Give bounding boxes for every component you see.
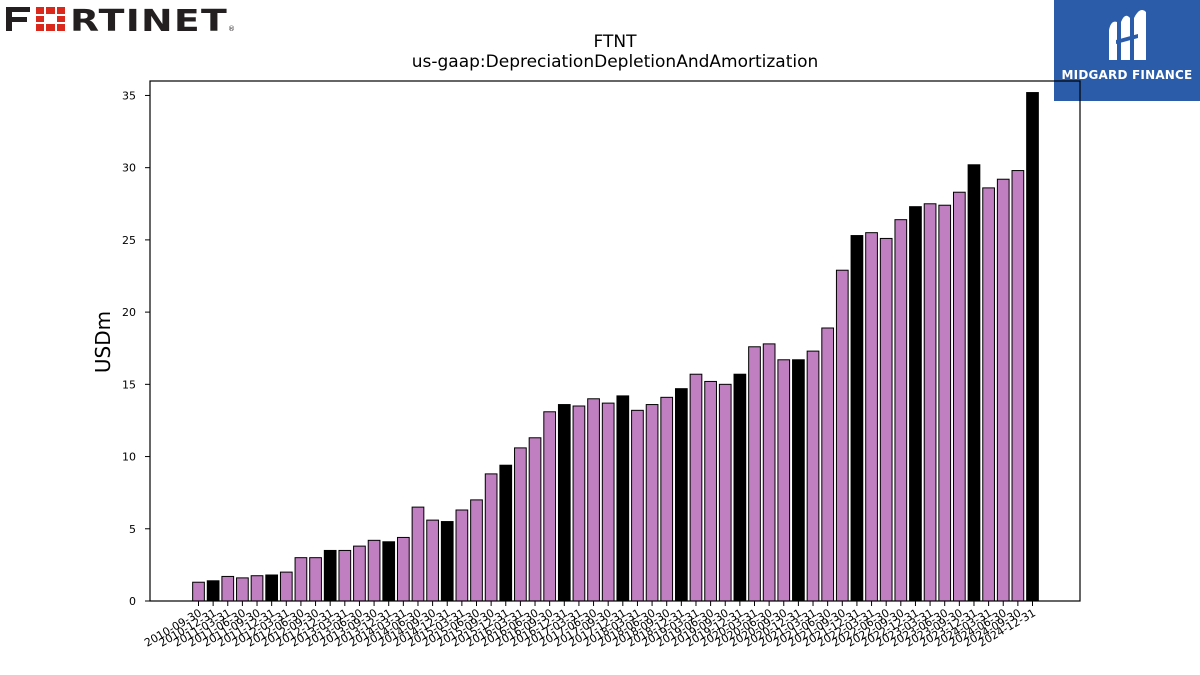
bar <box>645 404 659 602</box>
bar <box>865 232 878 602</box>
bar <box>1026 92 1039 602</box>
bar <box>777 359 791 602</box>
y-tick-label: 10 <box>122 451 136 464</box>
bar <box>250 575 264 602</box>
y-tick-label: 0 <box>129 595 136 608</box>
bar <box>411 506 425 602</box>
bar <box>192 581 205 602</box>
bar <box>557 404 571 602</box>
y-tick-label: 25 <box>122 234 136 247</box>
bar <box>206 580 220 602</box>
plot-frame <box>149 80 1081 602</box>
bar <box>850 235 864 602</box>
bar <box>835 269 849 602</box>
y-tick-label: 30 <box>122 162 136 175</box>
bar <box>455 509 469 602</box>
fortinet-logo: RTINET ® <box>6 4 235 39</box>
svg-text:RTINET: RTINET <box>70 4 228 39</box>
bar <box>221 575 235 602</box>
bar <box>382 541 396 602</box>
registered-mark: ® <box>228 25 235 33</box>
y-axis-label: USDm <box>91 311 115 373</box>
y-tick-label: 15 <box>122 378 136 391</box>
bar <box>279 571 293 602</box>
bar <box>543 411 557 602</box>
bar <box>338 549 352 602</box>
bar <box>660 396 674 602</box>
bar <box>952 191 966 602</box>
bar <box>982 187 995 602</box>
bar <box>440 521 454 602</box>
bar <box>821 327 835 602</box>
y-tick-label: 5 <box>129 523 136 536</box>
bar <box>367 539 381 602</box>
bar <box>967 164 981 602</box>
bar <box>748 346 761 602</box>
bar <box>294 557 308 602</box>
bar <box>674 388 688 602</box>
chart-subtitle: us-gaap:DepreciationDepletionAndAmortiza… <box>411 52 819 72</box>
bar <box>572 405 586 602</box>
bar <box>265 574 279 602</box>
chart-title: FTNT <box>593 32 637 52</box>
x-axis: 2010-09-302010-12-312011-03-312011-06-30… <box>142 601 1038 650</box>
bar <box>470 499 483 602</box>
bar <box>879 237 893 602</box>
bars-group <box>192 92 1039 602</box>
bar <box>514 447 527 602</box>
bar <box>236 577 249 602</box>
bar <box>616 395 630 602</box>
bar <box>323 549 337 602</box>
bar <box>894 219 908 602</box>
bar <box>704 380 717 602</box>
bar <box>996 178 1010 602</box>
y-tick-label: 35 <box>122 89 136 102</box>
bar <box>733 373 747 602</box>
y-axis: 0 5 10 15 20 25 30 35 <box>122 89 150 608</box>
bar <box>353 545 366 602</box>
midgard-finance-wordmark: MIDGARD FINANCE <box>1061 68 1193 82</box>
midgard-finance-logo: MIDGARD FINANCE <box>1054 0 1200 101</box>
bar <box>484 473 498 602</box>
bar <box>938 204 952 602</box>
bar <box>631 409 644 602</box>
bar <box>792 359 805 602</box>
bar <box>587 398 600 602</box>
bar <box>806 350 820 602</box>
bar <box>909 206 922 602</box>
bar <box>1011 170 1025 602</box>
bar <box>309 557 322 602</box>
bar <box>762 343 776 602</box>
bar <box>601 402 615 602</box>
bar <box>499 464 513 602</box>
bar <box>923 203 937 602</box>
bar <box>718 383 732 602</box>
midgard-emblem-icon <box>1109 10 1146 60</box>
y-tick-label: 20 <box>122 306 136 319</box>
bar <box>426 519 439 602</box>
bar <box>689 373 703 602</box>
bar <box>396 536 410 602</box>
bar <box>528 437 542 602</box>
